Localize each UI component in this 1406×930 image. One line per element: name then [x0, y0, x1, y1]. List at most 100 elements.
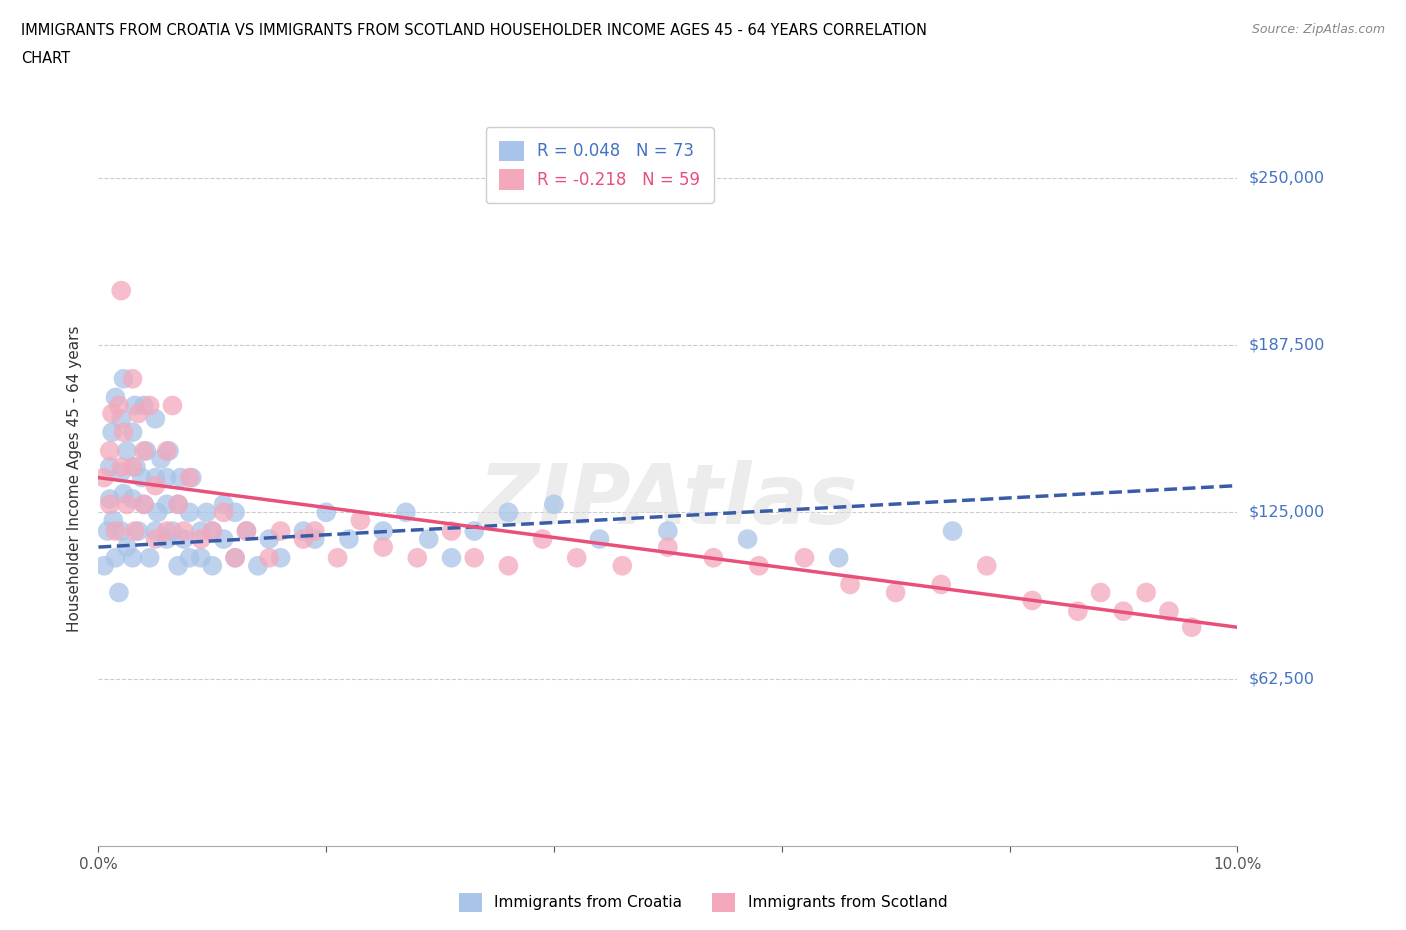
Point — [373, 539, 395, 554]
Point — [115, 497, 138, 512]
Point — [828, 551, 851, 565]
Point — [121, 371, 143, 386]
Point — [657, 524, 679, 538]
Point — [121, 425, 143, 440]
Point — [125, 459, 148, 474]
Point — [201, 558, 224, 573]
Point — [138, 551, 160, 565]
Point — [418, 532, 440, 547]
Text: $62,500: $62,500 — [1249, 671, 1315, 687]
Point — [212, 505, 235, 520]
Text: Source: ZipAtlas.com: Source: ZipAtlas.com — [1251, 23, 1385, 36]
Point — [235, 524, 257, 538]
Point — [180, 471, 202, 485]
Point — [1157, 604, 1180, 618]
Point — [1135, 585, 1157, 600]
Point — [373, 524, 395, 538]
Point — [112, 425, 135, 440]
Point — [138, 398, 160, 413]
Point — [259, 551, 281, 565]
Point — [145, 411, 167, 426]
Point — [104, 524, 127, 538]
Point — [190, 524, 212, 538]
Point — [1112, 604, 1135, 618]
Point — [115, 539, 138, 554]
Point — [212, 497, 235, 512]
Point — [104, 390, 127, 405]
Point — [132, 444, 155, 458]
Point — [156, 471, 179, 485]
Point — [292, 532, 315, 547]
Point — [115, 444, 138, 458]
Point — [702, 551, 724, 565]
Point — [167, 497, 190, 512]
Point — [349, 513, 371, 528]
Point — [224, 551, 246, 565]
Point — [104, 551, 127, 565]
Point — [108, 585, 131, 600]
Point — [224, 551, 246, 565]
Point — [135, 444, 157, 458]
Point — [110, 411, 132, 426]
Point — [1090, 585, 1112, 600]
Point — [121, 492, 143, 507]
Point — [124, 524, 146, 538]
Point — [156, 532, 179, 547]
Point — [839, 577, 862, 591]
Point — [98, 444, 121, 458]
Point — [145, 478, 167, 493]
Point — [179, 471, 201, 485]
Point — [235, 524, 257, 538]
Point — [162, 398, 184, 413]
Point — [1067, 604, 1090, 618]
Point — [110, 283, 132, 298]
Point — [98, 492, 121, 507]
Point — [127, 524, 149, 538]
Point — [201, 524, 224, 538]
Point — [179, 551, 201, 565]
Point — [463, 551, 485, 565]
Point — [132, 497, 155, 512]
Point — [145, 524, 167, 538]
Point — [112, 371, 135, 386]
Point — [463, 524, 485, 538]
Legend: Immigrants from Croatia, Immigrants from Scotland: Immigrants from Croatia, Immigrants from… — [453, 887, 953, 918]
Point — [121, 459, 143, 474]
Text: ZIPAtlas: ZIPAtlas — [478, 460, 858, 541]
Point — [98, 497, 121, 512]
Point — [612, 558, 634, 573]
Point — [132, 497, 155, 512]
Point — [304, 524, 326, 538]
Point — [1021, 593, 1043, 608]
Point — [1181, 619, 1204, 634]
Point — [150, 451, 173, 466]
Point — [406, 551, 429, 565]
Point — [942, 524, 965, 538]
Text: CHART: CHART — [21, 51, 70, 66]
Point — [565, 551, 588, 565]
Point — [112, 486, 135, 501]
Point — [173, 532, 195, 547]
Point — [110, 524, 132, 538]
Point — [531, 532, 554, 547]
Point — [976, 558, 998, 573]
Point — [93, 558, 115, 573]
Point — [108, 398, 131, 413]
Y-axis label: Householder Income Ages 45 - 64 years: Householder Income Ages 45 - 64 years — [67, 326, 83, 632]
Point — [195, 505, 218, 520]
Point — [270, 524, 292, 538]
Point — [190, 532, 212, 547]
Point — [179, 505, 201, 520]
Point — [304, 532, 326, 547]
Point — [440, 551, 463, 565]
Point — [201, 524, 224, 538]
Point — [110, 465, 132, 480]
Point — [156, 524, 179, 538]
Point — [145, 532, 167, 547]
Point — [498, 558, 520, 573]
Point — [543, 497, 565, 512]
Text: IMMIGRANTS FROM CROATIA VS IMMIGRANTS FROM SCOTLAND HOUSEHOLDER INCOME AGES 45 -: IMMIGRANTS FROM CROATIA VS IMMIGRANTS FR… — [21, 23, 927, 38]
Text: $250,000: $250,000 — [1249, 171, 1324, 186]
Point — [498, 505, 520, 520]
Point — [156, 444, 179, 458]
